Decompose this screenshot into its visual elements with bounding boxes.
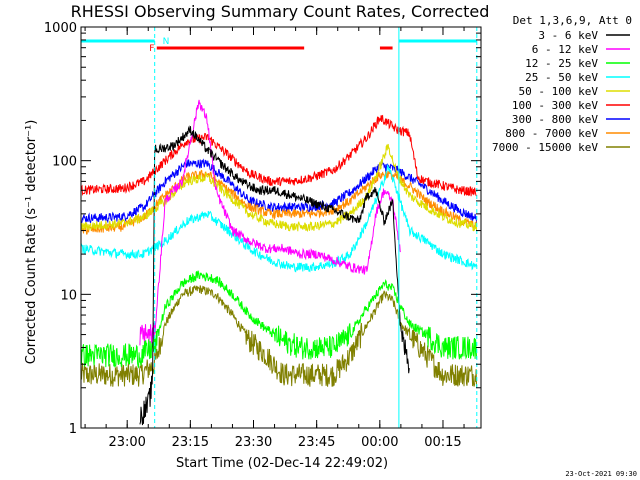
legend-label: 300 - 800 keV (512, 113, 598, 126)
legend-label: 12 - 25 keV (525, 57, 598, 70)
night-flag-label: N (163, 37, 170, 47)
y-tick-label: 1000 (44, 21, 77, 36)
x-tick-label: 00:15 (424, 435, 461, 450)
x-tick-label: 23:45 (298, 435, 335, 450)
y-axis-label: Corrected Count Rate (s⁻¹ detector⁻¹) (24, 120, 39, 365)
legend-label: 50 - 100 keV (519, 85, 599, 98)
flare-flag-label: F (149, 44, 154, 54)
series-line (81, 114, 477, 197)
chart-title: RHESSI Observing Summary Count Rates, Co… (71, 2, 490, 21)
legend-label: 7000 - 15000 keV (492, 141, 598, 154)
legend-label: 100 - 300 keV (512, 99, 598, 112)
series-line (81, 270, 478, 369)
series-layer (81, 99, 478, 426)
x-tick-label: 23:00 (108, 435, 145, 450)
timestamp: 23-Oct-2021 09:30 (565, 470, 637, 478)
series-line (81, 143, 478, 232)
legend-label: 25 - 50 keV (525, 71, 598, 84)
y-tick-label: 1 (69, 422, 77, 437)
y-tick-label: 10 (60, 288, 77, 303)
axes: 23:00 23:15 23:30 23:45 00:00 00:15 1 10 100 1000 (44, 21, 481, 450)
series-line (81, 285, 478, 387)
legend-label: 800 - 7000 keV (505, 127, 598, 140)
series-line (139, 125, 410, 426)
legend-title: Det 1,3,6,9, Att 0 (513, 14, 632, 27)
x-tick-label: 23:15 (172, 435, 209, 450)
legend-label: 6 - 12 keV (532, 43, 599, 56)
y-tick-label: 100 (52, 155, 77, 170)
series-line (81, 169, 478, 235)
series-line (81, 164, 478, 273)
series-line (81, 158, 478, 224)
plot-frame (80, 26, 482, 429)
flag-bars: NF (81, 37, 477, 54)
legend-label: 3 - 6 keV (538, 29, 598, 42)
x-axis-label: Start Time (02-Dec-14 22:49:02) (176, 456, 388, 471)
x-tick-label: 00:00 (361, 435, 398, 450)
series-line (139, 99, 402, 347)
x-tick-label: 23:30 (235, 435, 272, 450)
